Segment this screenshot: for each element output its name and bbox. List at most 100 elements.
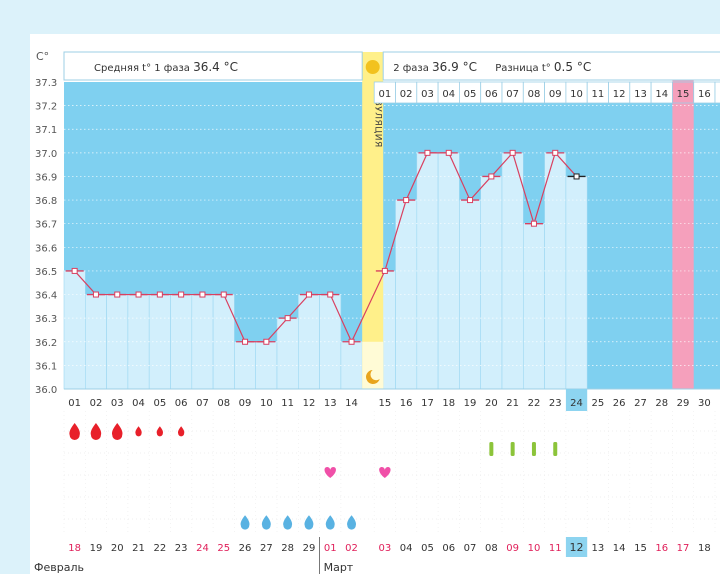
cycle-day-label: 07: [196, 398, 209, 409]
y-tick-label: 36.7: [35, 220, 57, 231]
cycle-day-label: 15: [378, 398, 391, 409]
phase2-header: [382, 51, 720, 81]
phase2-day-number: 16: [698, 89, 711, 100]
cycle-day-label: 24: [570, 398, 583, 409]
temperature-point: [552, 149, 559, 156]
cycle-day-label: 04: [132, 398, 145, 409]
current-day-highlight: [565, 389, 588, 411]
ovulation-column: [362, 52, 384, 389]
temperature-point: [284, 315, 291, 322]
y-tick-label: 36.6: [35, 243, 57, 254]
phase2-day-number: 02: [400, 89, 413, 100]
y-tick-label: 37.1: [35, 125, 57, 136]
temperature-bar: [416, 152, 439, 390]
date-label: 14: [613, 543, 626, 554]
cycle-day-label: 06: [175, 398, 188, 409]
y-tick-label: 37.3: [35, 78, 57, 89]
cycle-day-label: 11: [281, 398, 294, 409]
temperature-bar: [544, 152, 567, 390]
cycle-day-label: 26: [613, 398, 626, 409]
sun-icon: [365, 60, 380, 74]
date-label: 02: [345, 543, 358, 554]
phase2-day-number: 13: [634, 89, 647, 100]
date-label: 25: [217, 543, 230, 554]
phase2-day-number: 11: [591, 89, 604, 100]
temperature-point: [467, 197, 474, 204]
temperature-point: [156, 291, 163, 298]
date-label: 21: [132, 543, 145, 554]
temperature-point: [71, 267, 78, 274]
cycle-day-label: 20: [485, 398, 498, 409]
date-label: 06: [442, 543, 455, 554]
cycle-day-label: 10: [260, 398, 273, 409]
cycle-day-label: 30: [698, 398, 711, 409]
date-label: 16: [655, 543, 668, 554]
date-label: 12: [570, 541, 584, 554]
date-highlight: [565, 537, 588, 557]
phase2-day-number: 03: [421, 89, 434, 100]
y-tick-label: 36.8: [35, 196, 57, 207]
cycle-day-label: 05: [153, 398, 166, 409]
phase2-day-number: 01: [378, 89, 391, 100]
cycle-day-label: 21: [506, 398, 519, 409]
temperature-point: [403, 197, 410, 204]
cycle-day-label: 23: [549, 398, 562, 409]
chart-card: ОВУЛЯЦИЯ Средняя t° 1 фаза 36.4 °C 2 фаза …: [30, 34, 720, 574]
pink-day-column: [672, 52, 694, 389]
cycle-day-label: 28: [655, 398, 668, 409]
y-tick-label: 37.2: [35, 102, 57, 113]
test-mark-icon: [489, 442, 494, 456]
temperature-point: [381, 267, 388, 274]
phase2-day-number: 04: [442, 89, 455, 100]
date-label: 10: [528, 543, 541, 554]
y-tick-label: 36.2: [35, 338, 57, 349]
y-tick-label: 36.4: [35, 291, 57, 302]
temperature-point: [178, 291, 185, 298]
date-label: 20: [111, 543, 124, 554]
y-tick-label: 36.3: [35, 314, 57, 325]
y-unit-label: C°: [36, 50, 49, 63]
temperature-point: [92, 291, 99, 298]
menstruation-drop-icon: [156, 426, 164, 437]
phase2-day-number: 15: [677, 89, 690, 100]
phase1-header: [63, 51, 363, 81]
date-label: 05: [421, 543, 434, 554]
phase2-day-number: 05: [464, 89, 477, 100]
date-label: 19: [90, 543, 103, 554]
test-mark-icon: [553, 442, 558, 456]
temperature-bar: [565, 176, 588, 390]
phase2-day-number: 10: [570, 89, 583, 100]
date-label: 07: [464, 543, 477, 554]
heart-icon: [379, 467, 391, 478]
menstruation-drop-icon: [177, 426, 185, 437]
date-label: 01: [324, 543, 337, 554]
temperature-bar: [127, 294, 150, 390]
test-mark-icon: [510, 442, 515, 456]
y-tick-label: 36.1: [35, 361, 57, 372]
temperature-bar: [191, 294, 214, 390]
y-tick-label: 36.0: [35, 385, 57, 396]
cycle-day-label: 25: [591, 398, 604, 409]
temperature-bar: [522, 223, 545, 390]
cycle-day-label: 16: [400, 398, 413, 409]
date-label: 28: [281, 543, 294, 554]
bbt-chart: ОВУЛЯЦИЯ Средняя t° 1 фаза 36.4 °C 2 фаза …: [34, 50, 720, 574]
temperature-difference: Разница t° 0.5 °C: [495, 60, 591, 74]
discharge-drop-icon: [325, 515, 335, 530]
temperature-point: [220, 291, 227, 298]
temperature-point: [114, 291, 121, 298]
temperature-bar: [480, 176, 503, 390]
discharge-drop-icon: [347, 515, 357, 530]
cycle-day-label: 19: [464, 398, 477, 409]
cycle-day-label: 13: [324, 398, 337, 409]
discharge-drop-icon: [304, 515, 314, 530]
cycle-day-label: 22: [528, 398, 541, 409]
cycle-day-label: 29: [677, 398, 690, 409]
discharge-drop-icon: [261, 515, 271, 530]
date-label: 26: [239, 543, 252, 554]
phase2-day-number: 09: [549, 89, 562, 100]
cycle-day-label: 27: [634, 398, 647, 409]
temperature-point: [263, 338, 270, 345]
date-label: 11: [549, 543, 562, 554]
month-label-left: Февраль: [34, 561, 84, 574]
